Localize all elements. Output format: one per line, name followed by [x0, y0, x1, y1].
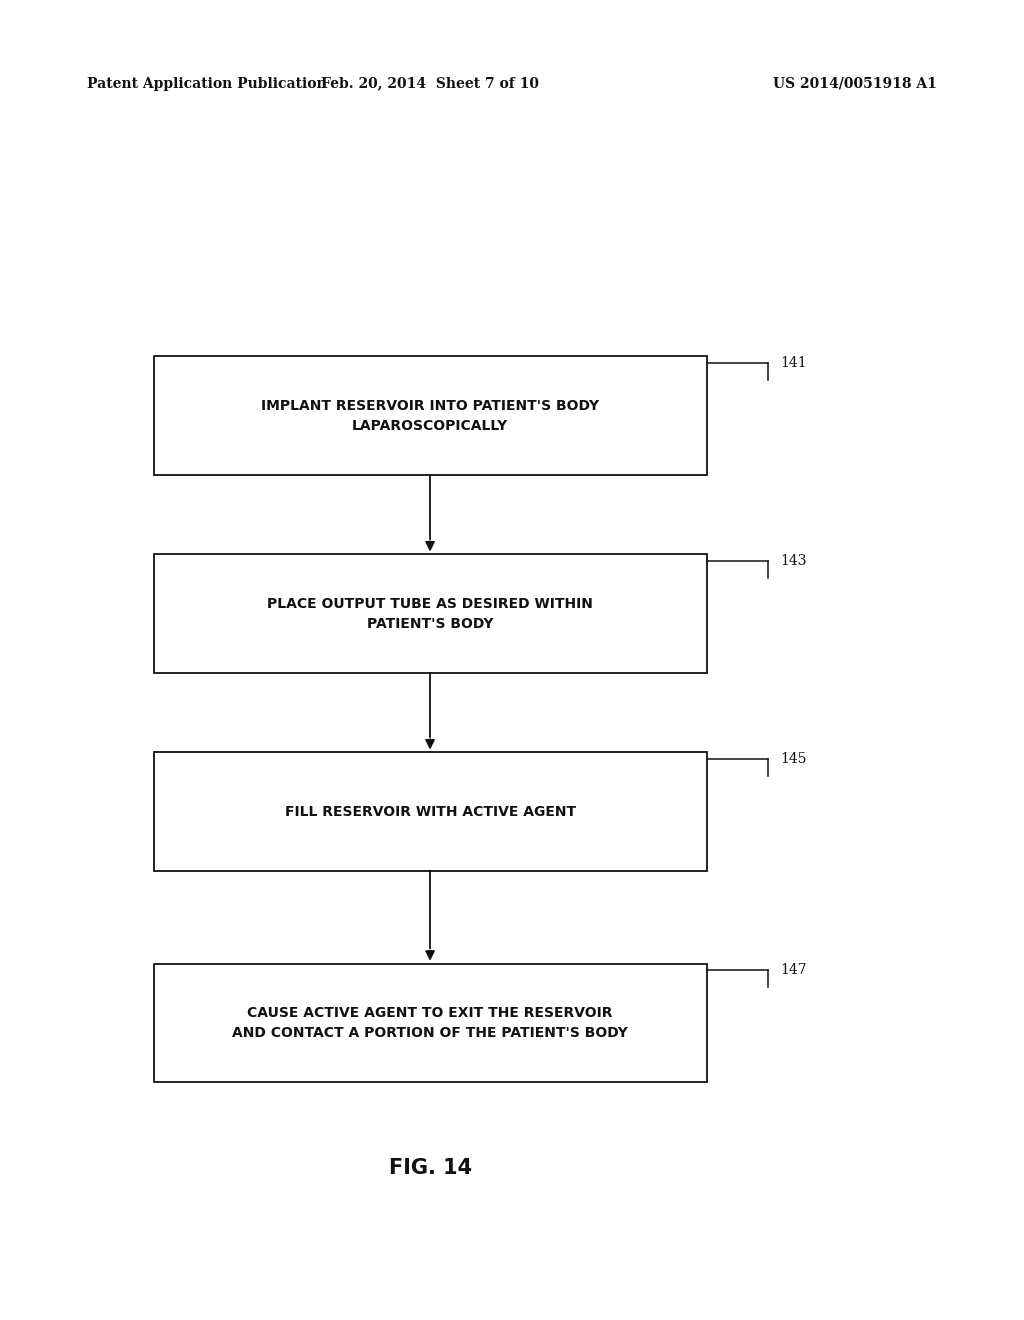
- Text: Patent Application Publication: Patent Application Publication: [87, 77, 327, 91]
- Text: FIG. 14: FIG. 14: [388, 1158, 472, 1179]
- Bar: [154, 752, 707, 871]
- Text: CAUSE ACTIVE AGENT TO EXIT THE RESERVOIR
AND CONTACT A PORTION OF THE PATIENT'S : CAUSE ACTIVE AGENT TO EXIT THE RESERVOIR…: [232, 1006, 628, 1040]
- Text: 145: 145: [780, 752, 807, 766]
- Text: IMPLANT RESERVOIR INTO PATIENT'S BODY
LAPAROSCOPICALLY: IMPLANT RESERVOIR INTO PATIENT'S BODY LA…: [261, 399, 599, 433]
- Text: PLACE OUTPUT TUBE AS DESIRED WITHIN
PATIENT'S BODY: PLACE OUTPUT TUBE AS DESIRED WITHIN PATI…: [267, 597, 593, 631]
- Text: US 2014/0051918 A1: US 2014/0051918 A1: [773, 77, 937, 91]
- Text: Feb. 20, 2014  Sheet 7 of 10: Feb. 20, 2014 Sheet 7 of 10: [322, 77, 539, 91]
- Bar: [154, 964, 707, 1082]
- Bar: [154, 356, 707, 475]
- Text: FILL RESERVOIR WITH ACTIVE AGENT: FILL RESERVOIR WITH ACTIVE AGENT: [285, 805, 575, 818]
- Bar: [154, 554, 707, 673]
- Text: 147: 147: [780, 964, 807, 977]
- Text: 141: 141: [780, 356, 807, 370]
- Text: 143: 143: [780, 554, 807, 568]
